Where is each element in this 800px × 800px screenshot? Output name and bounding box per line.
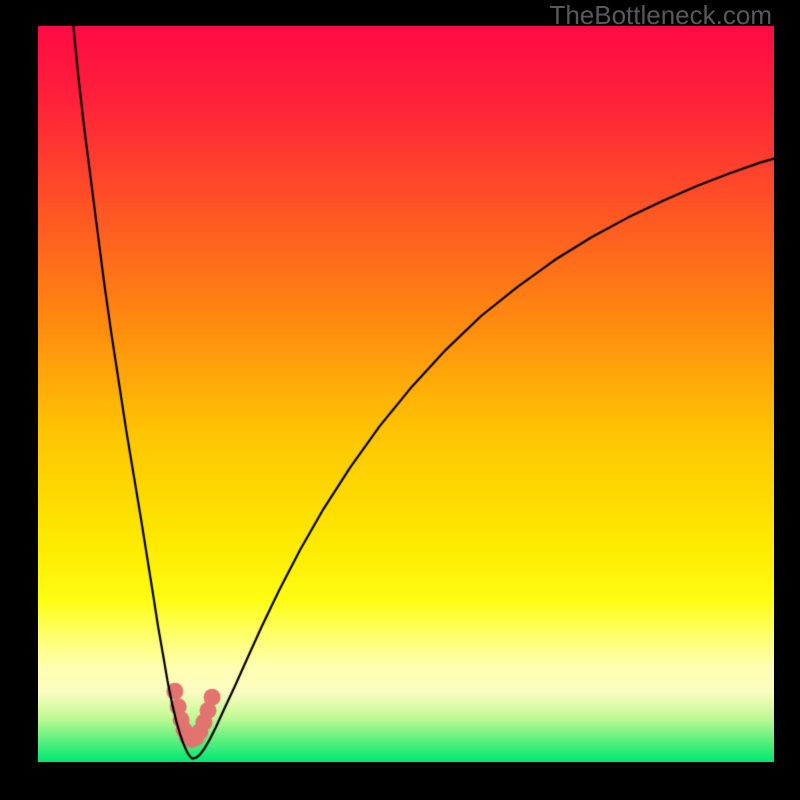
- chart-frame: TheBottleneck.com: [0, 0, 800, 800]
- plot-area: [38, 26, 774, 762]
- watermark-text: TheBottleneck.com: [549, 0, 772, 31]
- bottleneck-curve: [38, 26, 774, 762]
